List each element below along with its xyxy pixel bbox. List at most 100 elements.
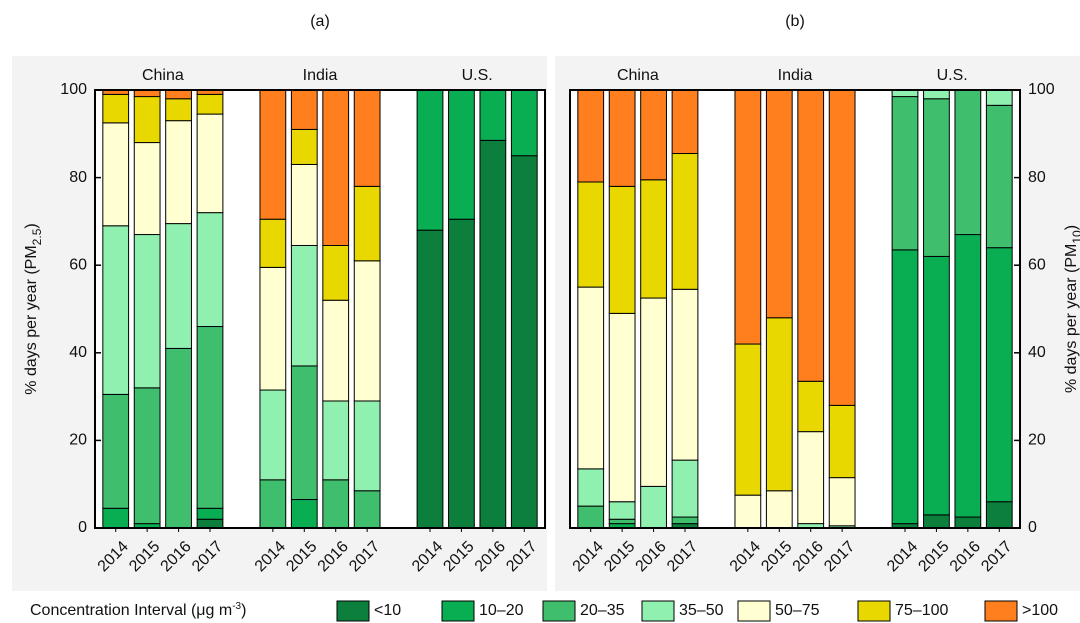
legend-title: Concentration Interval (μg m-3) — [30, 601, 246, 620]
bar-segment — [416, 89, 444, 231]
bar-segment — [640, 179, 667, 299]
y-axis-label-subscript: 10 — [1070, 230, 1080, 244]
bar-segment — [196, 326, 224, 509]
bar-segment — [954, 89, 982, 236]
bar-segment — [196, 113, 224, 214]
y-axis-label-subscript: 2.5 — [30, 228, 44, 245]
legend-swatch — [441, 600, 475, 622]
bar-segment — [671, 89, 699, 155]
bar-segment — [259, 218, 287, 268]
bar-segment — [797, 380, 825, 433]
bar-segment — [734, 89, 762, 345]
bar-segment — [671, 516, 699, 525]
y-tick-label: 100 — [60, 81, 87, 98]
bar-segment — [322, 479, 350, 529]
bar-segment — [577, 468, 605, 507]
y-tick-label: 80 — [1028, 169, 1046, 186]
group-label: India — [303, 67, 338, 84]
bar-segment — [577, 286, 605, 470]
bar-segment — [510, 155, 538, 529]
bar-segment — [290, 128, 318, 165]
bar-segment — [923, 98, 950, 257]
legend-swatch — [984, 600, 1018, 622]
bar-segment — [765, 89, 793, 319]
bar-segment — [923, 255, 950, 516]
bar-segment — [353, 260, 381, 402]
y-tick-label: 60 — [1028, 256, 1046, 273]
bar-segment — [165, 223, 192, 349]
bar-segment — [671, 153, 699, 290]
legend-title-close: ) — [241, 602, 246, 619]
y-axis-label-main: % days per year (PM — [1063, 244, 1080, 393]
y-tick-label: 0 — [1028, 519, 1037, 536]
bar-segment — [322, 299, 350, 402]
group-label: China — [142, 67, 184, 84]
legend-label: <10 — [374, 602, 401, 619]
y-tick-label: 0 — [78, 519, 87, 536]
bar-segment — [828, 477, 856, 527]
bar-segment — [102, 93, 130, 124]
bar-segment — [165, 120, 192, 225]
bar-segment — [259, 389, 287, 481]
bar-segment — [259, 89, 287, 220]
bar-segment — [985, 247, 1013, 503]
legend-swatch — [336, 600, 370, 622]
bar-segment — [640, 89, 667, 181]
bar-segment — [165, 89, 192, 100]
bar-segment — [448, 89, 475, 220]
bar-segment — [133, 142, 161, 236]
group-label: India — [778, 67, 813, 84]
bar-segment — [828, 404, 856, 479]
bar-segment — [608, 518, 636, 525]
bar-segment — [102, 225, 130, 395]
bar-segment — [322, 400, 350, 481]
bar-segment — [765, 490, 793, 529]
bar-segment — [923, 89, 950, 100]
bar-segment — [133, 387, 161, 525]
panel-title: (b) — [785, 13, 805, 30]
bar-segment — [479, 89, 507, 141]
bar-segment — [891, 96, 919, 251]
bar-segment — [954, 234, 982, 518]
bar-segment — [577, 89, 605, 183]
bar-segment — [448, 218, 475, 529]
bar-segment — [196, 212, 224, 328]
bar-segment — [353, 400, 381, 492]
bar-segment — [322, 89, 350, 246]
bar-segment — [290, 365, 318, 501]
bar-segment — [985, 501, 1013, 529]
legend-title-main: Concentration Interval (μg m — [30, 602, 232, 619]
bar-segment — [196, 507, 224, 520]
y-axis-label-close: ) — [1063, 225, 1080, 230]
legend-swatch — [857, 600, 891, 622]
bar-segment — [353, 490, 381, 529]
bar-segment — [608, 185, 636, 314]
y-tick-label: 20 — [69, 432, 87, 449]
bar-segment — [985, 89, 1013, 106]
bar-segment — [290, 244, 318, 367]
bar-segment — [102, 122, 130, 227]
bar-segment — [734, 494, 762, 529]
y-axis-label: % days per year (PM2.5) — [23, 223, 44, 394]
bar-segment — [322, 244, 350, 301]
bar-segment — [102, 507, 130, 529]
legend-label: 20–35 — [580, 602, 625, 619]
bar-segment — [196, 93, 224, 115]
y-tick-label: 80 — [69, 169, 87, 186]
bar-segment — [923, 514, 950, 529]
panel-title: (a) — [310, 13, 330, 30]
bar-segment — [290, 499, 318, 529]
legend-swatch — [641, 600, 675, 622]
y-axis-label-close: ) — [23, 223, 40, 228]
bar-segment — [259, 479, 287, 529]
bar-segment — [416, 229, 444, 529]
bar-segment — [133, 96, 161, 144]
bar-segment — [797, 89, 825, 382]
legend-label: 35–50 — [679, 602, 724, 619]
y-tick-label: 40 — [69, 344, 87, 361]
group-label: China — [617, 67, 659, 84]
bar-segment — [891, 249, 919, 525]
bar-segment — [353, 185, 381, 262]
legend-label: >100 — [1022, 602, 1058, 619]
y-tick-label: 20 — [1028, 432, 1046, 449]
